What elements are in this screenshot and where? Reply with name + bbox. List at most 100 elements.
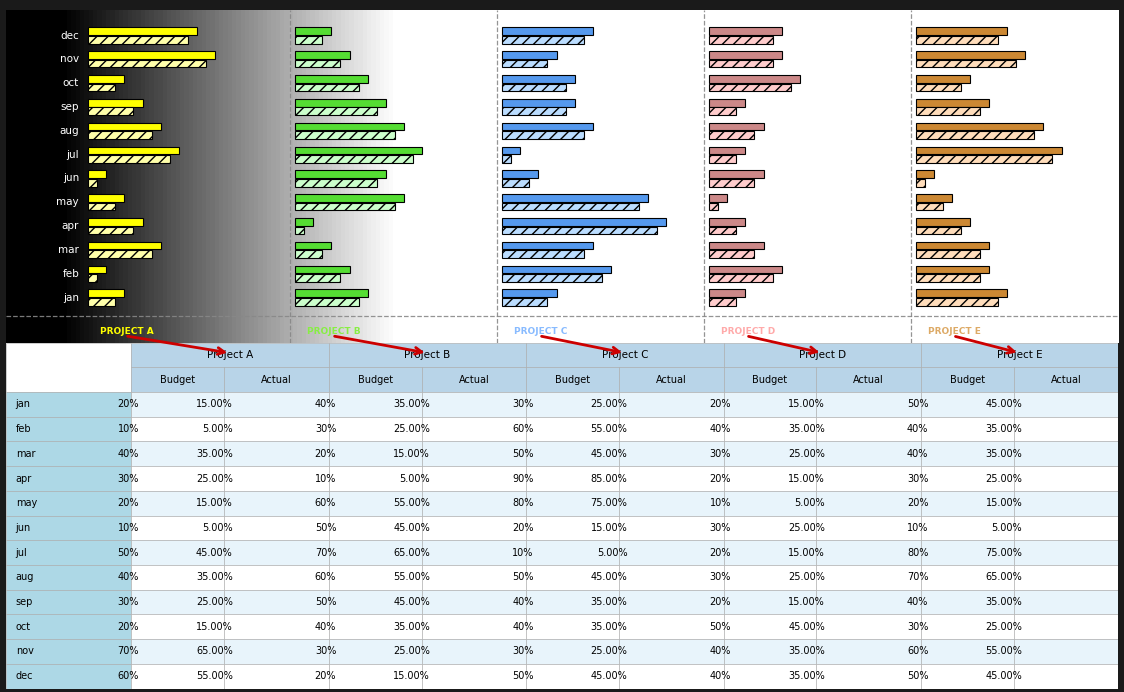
Text: 50%: 50%	[907, 399, 928, 410]
FancyBboxPatch shape	[88, 203, 116, 210]
Text: 60%: 60%	[315, 498, 336, 508]
Text: 85.00%: 85.00%	[591, 473, 627, 484]
Bar	[225, 639, 329, 664]
Text: 20%: 20%	[709, 597, 731, 607]
Text: 20%: 20%	[709, 473, 731, 484]
Text: 25.00%: 25.00%	[986, 622, 1022, 632]
Bar	[816, 491, 921, 516]
Text: 65.00%: 65.00%	[986, 572, 1022, 583]
Bar	[619, 392, 724, 417]
Bar	[329, 343, 526, 367]
Bar	[921, 466, 1014, 491]
Text: jun: jun	[16, 523, 31, 533]
FancyBboxPatch shape	[88, 298, 116, 306]
FancyBboxPatch shape	[709, 60, 772, 68]
FancyBboxPatch shape	[88, 218, 143, 226]
Bar	[6, 392, 132, 417]
Bar	[422, 664, 526, 689]
FancyBboxPatch shape	[709, 266, 781, 273]
FancyBboxPatch shape	[502, 60, 547, 68]
FancyBboxPatch shape	[294, 274, 341, 282]
Bar	[526, 343, 724, 367]
FancyBboxPatch shape	[294, 298, 359, 306]
Text: PROJECT B: PROJECT B	[307, 327, 361, 336]
Bar	[619, 639, 724, 664]
Bar	[132, 540, 225, 565]
Bar	[816, 367, 921, 392]
Bar	[619, 590, 724, 614]
FancyBboxPatch shape	[88, 107, 134, 115]
Text: 60%: 60%	[513, 424, 534, 434]
Bar	[816, 441, 921, 466]
Text: 5.00%: 5.00%	[597, 547, 627, 558]
FancyBboxPatch shape	[502, 203, 638, 210]
FancyBboxPatch shape	[294, 84, 359, 91]
Text: 10%: 10%	[315, 473, 336, 484]
FancyBboxPatch shape	[709, 170, 763, 178]
Bar	[132, 516, 225, 540]
Bar	[225, 540, 329, 565]
Bar	[619, 540, 724, 565]
FancyBboxPatch shape	[709, 131, 754, 139]
Bar	[921, 491, 1014, 516]
FancyBboxPatch shape	[709, 99, 745, 107]
Bar	[1014, 417, 1118, 441]
FancyBboxPatch shape	[709, 122, 763, 130]
Text: 15.00%: 15.00%	[788, 399, 825, 410]
Text: 20%: 20%	[117, 399, 139, 410]
FancyBboxPatch shape	[88, 51, 216, 59]
Text: 15.00%: 15.00%	[986, 498, 1022, 508]
Bar	[6, 441, 132, 466]
Text: 5.00%: 5.00%	[202, 523, 233, 533]
Bar	[619, 491, 724, 516]
FancyBboxPatch shape	[502, 194, 647, 202]
Bar	[619, 614, 724, 639]
Text: 60%: 60%	[118, 671, 139, 681]
FancyBboxPatch shape	[709, 107, 736, 115]
FancyBboxPatch shape	[88, 194, 125, 202]
Bar	[225, 441, 329, 466]
Text: 30%: 30%	[513, 399, 534, 410]
Bar	[816, 392, 921, 417]
Bar	[619, 516, 724, 540]
Text: 5.00%: 5.00%	[991, 523, 1022, 533]
Bar	[6, 516, 132, 540]
Text: 10%: 10%	[907, 523, 928, 533]
Text: 30%: 30%	[709, 449, 731, 459]
Text: 40%: 40%	[118, 449, 139, 459]
Text: mar: mar	[16, 449, 35, 459]
Text: 25.00%: 25.00%	[196, 473, 233, 484]
Bar	[132, 590, 225, 614]
Bar	[921, 343, 1118, 367]
Bar	[921, 664, 1014, 689]
FancyBboxPatch shape	[502, 170, 538, 178]
Bar	[6, 664, 132, 689]
FancyBboxPatch shape	[88, 289, 125, 297]
Bar	[329, 639, 422, 664]
FancyBboxPatch shape	[916, 226, 961, 234]
FancyBboxPatch shape	[709, 251, 754, 258]
FancyBboxPatch shape	[294, 107, 377, 115]
Text: 70%: 70%	[907, 572, 928, 583]
Bar	[422, 614, 526, 639]
Text: Budget: Budget	[161, 375, 196, 385]
Bar	[1014, 441, 1118, 466]
Text: 40%: 40%	[709, 671, 731, 681]
Text: 15.00%: 15.00%	[196, 622, 233, 632]
Text: jan: jan	[16, 399, 30, 410]
Text: 40%: 40%	[315, 622, 336, 632]
Bar	[132, 491, 225, 516]
Text: 20%: 20%	[117, 498, 139, 508]
Text: 60%: 60%	[315, 572, 336, 583]
Bar	[329, 516, 422, 540]
Bar	[816, 565, 921, 590]
Text: Actual: Actual	[656, 375, 687, 385]
Bar	[132, 392, 225, 417]
Text: 50%: 50%	[907, 671, 928, 681]
Text: aug: aug	[60, 126, 79, 136]
FancyBboxPatch shape	[916, 179, 925, 187]
Bar	[422, 392, 526, 417]
Bar	[329, 565, 422, 590]
Text: 5.00%: 5.00%	[795, 498, 825, 508]
Text: 25.00%: 25.00%	[196, 597, 233, 607]
